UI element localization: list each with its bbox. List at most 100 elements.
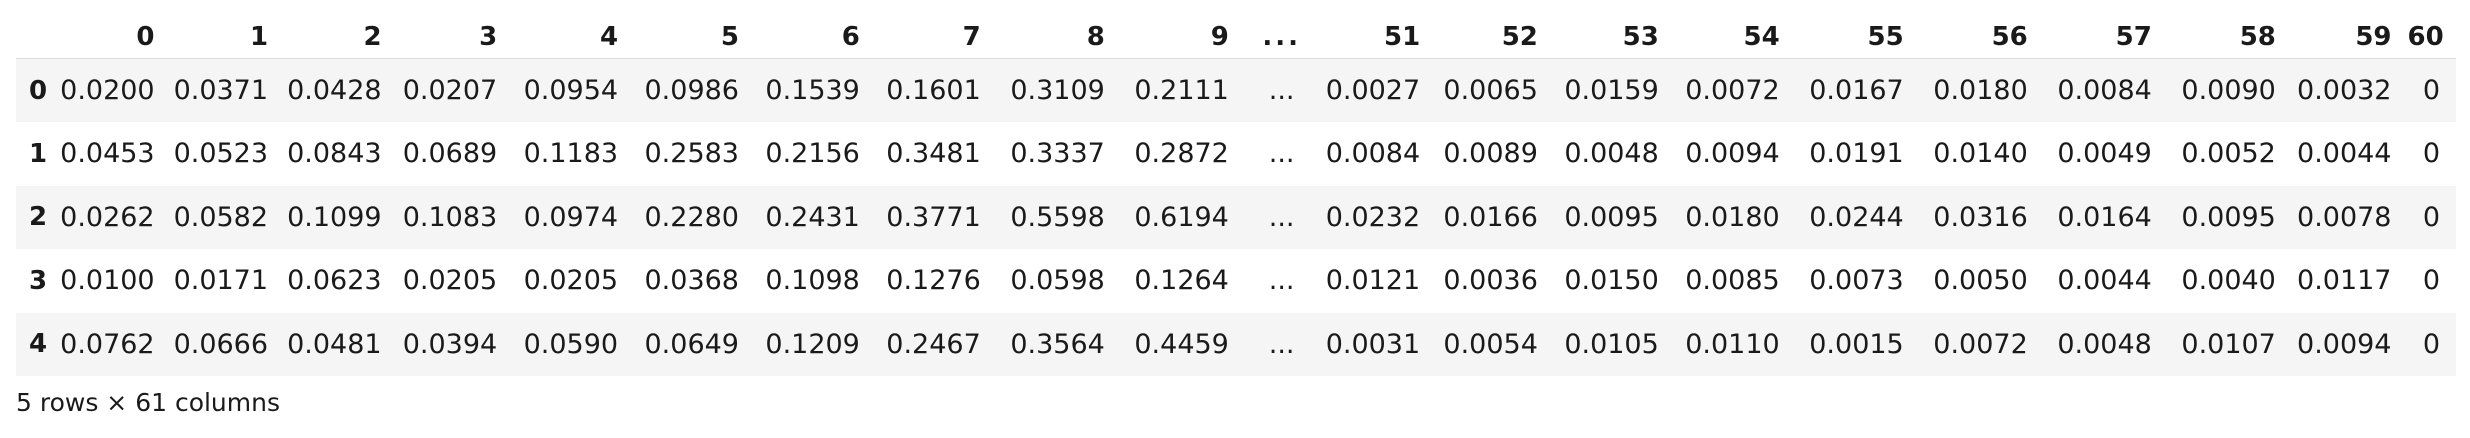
- column-header-ellipsis: ...: [1244, 16, 1319, 59]
- table-cell: 0.0180: [1933, 75, 2028, 106]
- table-cell: 0: [2422, 138, 2440, 170]
- row-index: 3: [29, 265, 48, 296]
- table-row: 2 0.0262 0.0582 0.1099 0.1083 0.0974 0.2280 0.2…: [16, 185, 2456, 249]
- table-cell: 0: [2422, 328, 2440, 360]
- table-cell: 0.2280: [644, 201, 739, 233]
- ellipsis-cell: ...: [1268, 265, 1295, 297]
- table-cell: 0.4459: [1134, 328, 1229, 360]
- table-cell: 0.0394: [402, 328, 498, 360]
- table-cell: 0.3564: [1010, 328, 1105, 360]
- table-cell: 0.0084: [2057, 75, 2152, 106]
- column-header-6: 6: [754, 16, 876, 59]
- column-header-9: 9: [1120, 16, 1245, 59]
- table-cell: 0.0073: [1809, 265, 1904, 297]
- table-cell: 0.0049: [2057, 138, 2152, 170]
- table-cell: 0.0166: [1443, 201, 1538, 233]
- table-row: 1 0.0453 0.0523 0.0843 0.0689 0.1183 0.2583 0.2…: [16, 122, 2456, 186]
- column-header-53: 53: [1553, 16, 1675, 59]
- table-cell: 0.0167: [1809, 75, 1904, 106]
- table-cell: 0.0015: [1809, 328, 1904, 360]
- table-cell: 0.0986: [644, 75, 739, 106]
- table-cell: 0.0048: [1564, 138, 1659, 170]
- table-cell: 0.2111: [1134, 75, 1229, 106]
- column-header-2: 2: [284, 16, 398, 59]
- table-cell: 0: [2422, 75, 2440, 106]
- ellipsis-cell: ...: [1268, 138, 1295, 170]
- table-cell: 0.0762: [60, 328, 155, 360]
- table-cell: 0.2583: [644, 138, 739, 170]
- row-index: 0: [29, 75, 48, 106]
- table-cell: 0.0150: [1564, 265, 1659, 297]
- table-cell: 0.1183: [523, 138, 619, 170]
- table-cell: 0.0200: [60, 75, 155, 106]
- column-header-3: 3: [397, 16, 514, 59]
- table-cell: 0.0582: [173, 201, 269, 233]
- table-cell: 0.0044: [2057, 265, 2152, 297]
- table-cell: 0.0954: [523, 75, 619, 106]
- column-header-60: 60: [2407, 16, 2456, 59]
- table-cell: 0.0523: [173, 138, 269, 170]
- table-cell: 0.0117: [2297, 265, 2392, 297]
- column-header-56: 56: [1919, 16, 2044, 59]
- table-cell: 0.1099: [287, 201, 382, 233]
- table-cell: 0.3771: [886, 201, 981, 233]
- table-cell: 0.0689: [402, 138, 498, 170]
- table-cell: 0.1098: [765, 265, 860, 297]
- table-cell: 0.0244: [1809, 201, 1904, 233]
- table-row: 4 0.0762 0.0666 0.0481 0.0394 0.0590 0.0649 0.1…: [16, 312, 2456, 376]
- table-cell: 0.0027: [1325, 75, 1421, 106]
- index-header: [16, 16, 61, 59]
- column-header-7: 7: [875, 16, 997, 59]
- table-cell: 0.0481: [287, 328, 382, 360]
- column-header-0: 0: [60, 16, 171, 59]
- table-cell: 0.1083: [402, 201, 498, 233]
- table-row: 0 0.0200 0.0371 0.0428 0.0207 0.0954 0.0986 0.1…: [16, 58, 2456, 122]
- table-cell: 0.1539: [765, 75, 860, 106]
- table-cell: 0.0649: [644, 328, 739, 360]
- table-cell: 0.0094: [1685, 138, 1780, 170]
- table-cell: 0.0036: [1443, 265, 1538, 297]
- table-cell: 0.0974: [523, 201, 619, 233]
- column-header-57: 57: [2043, 16, 2168, 59]
- table-cell: 0.0232: [1325, 201, 1421, 233]
- table-cell: 0.0316: [1933, 201, 2028, 233]
- table-cell: 0.3109: [1010, 75, 1105, 106]
- table-cell: 0.0598: [1010, 265, 1105, 297]
- row-index: 2: [29, 202, 48, 233]
- ellipsis-cell: ...: [1268, 201, 1295, 233]
- table-body: 0 0.0200 0.0371 0.0428 0.0207 0.0954 0.0986 0.1…: [16, 58, 2456, 376]
- table-cell: 0.0090: [2181, 75, 2276, 106]
- column-header-55: 55: [1795, 16, 1920, 59]
- row-index: 4: [29, 329, 48, 360]
- column-header-54: 54: [1674, 16, 1796, 59]
- table-cell: 0.0843: [287, 138, 382, 170]
- table-cell: 0.3481: [886, 138, 981, 170]
- table-cell: 0.0262: [60, 201, 155, 233]
- table-cell: 0.0110: [1685, 328, 1780, 360]
- dataframe-table: 0 1 2 3 4 5 6 7 8 9... 51 52 53 54 55 56 57 58 59 60 0 0.020…: [16, 16, 2456, 376]
- table-cell: 0.0032: [2297, 75, 2392, 106]
- table-cell: 0.1601: [886, 75, 981, 106]
- table-cell: 0.0180: [1685, 201, 1780, 233]
- table-cell: 0.0105: [1564, 328, 1659, 360]
- column-header-4: 4: [513, 16, 635, 59]
- table-cell: 0.0094: [2297, 328, 2392, 360]
- column-header-52: 52: [1436, 16, 1554, 59]
- table-cell: 0.0065: [1443, 75, 1538, 106]
- table-cell: 0.0095: [2181, 201, 2276, 233]
- table-cell: 0.0089: [1443, 138, 1538, 170]
- table-cell: 0.2431: [765, 201, 860, 233]
- shape-footer: 5 rows × 61 columns: [16, 388, 281, 417]
- table-cell: 0.0368: [644, 265, 739, 297]
- table-cell: 0.0048: [2057, 328, 2152, 360]
- table-cell: 0.0428: [287, 75, 382, 106]
- column-header-59: 59: [2291, 16, 2408, 59]
- table-cell: 0.0052: [2181, 138, 2276, 170]
- table-cell: 0.1264: [1134, 265, 1229, 297]
- table-cell: 0.2872: [1134, 138, 1229, 170]
- table-cell: 0.0207: [402, 75, 498, 106]
- table-cell: 0.0140: [1933, 138, 2028, 170]
- ellipsis-cell: ...: [1268, 328, 1295, 360]
- column-header-51: 51: [1318, 16, 1437, 59]
- table-cell: 0.0095: [1564, 201, 1659, 233]
